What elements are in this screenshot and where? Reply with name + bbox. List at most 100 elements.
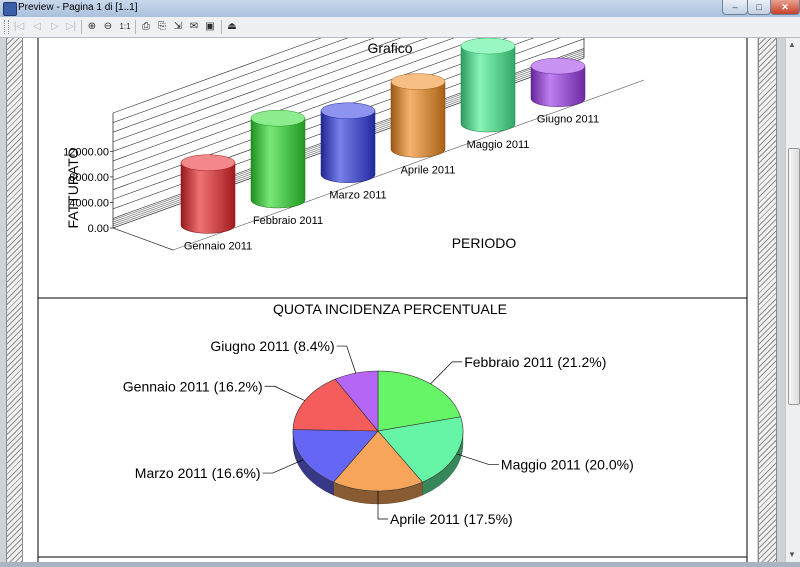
pie-slice	[292, 378, 379, 432]
grid-line	[112, 9, 585, 181]
bar-top	[530, 57, 586, 75]
next-page-button[interactable]: ▷	[48, 19, 62, 34]
first-page-icon: |◁	[13, 21, 25, 32]
right-margin-hatch	[758, 38, 777, 562]
pie-chart-title: QUOTA INCIDENZA PERCENTUALE	[273, 301, 507, 317]
pie-leader-line	[456, 453, 499, 465]
pie-slice-label: Febbraio 2011 (21.2%)	[464, 354, 606, 370]
bar-chart-ylabel: FATTURATO	[65, 147, 81, 228]
x-tick-label: Febbraio 2011	[253, 215, 323, 227]
save-icon: ▣	[205, 21, 215, 32]
x-tick-label: Marzo 2011	[329, 190, 386, 202]
pie-chart-labels: Febbraio 2011 (21.2%) Maggio 2011 (20.0%)…	[123, 338, 634, 527]
email-icon: ✉	[189, 21, 199, 32]
toolbar-grip[interactable]	[4, 20, 9, 34]
pie-slice	[334, 370, 379, 432]
previous-page-button[interactable]: ◁	[30, 19, 44, 34]
grid-line	[112, 0, 454, 123]
next-page-icon: ▷	[51, 21, 59, 32]
bar	[180, 154, 236, 234]
zoom-out-icon: ⊖	[103, 21, 113, 32]
last-page-button[interactable]: ▷|	[64, 19, 78, 34]
bar-body	[460, 45, 516, 133]
preview-area: Grafico PERIODO FATTURATO 0.00 4000.00 800…	[0, 0, 785, 562]
left-margin-hatch	[6, 38, 23, 562]
toolbar-separator	[135, 20, 136, 34]
bar-chart-xlabel: PERIODO	[452, 235, 517, 251]
scroll-down-icon[interactable]: ▼	[788, 550, 796, 559]
bar-chart-bars	[180, 37, 586, 234]
bar-body	[390, 81, 446, 158]
pie-slice-label: Gennaio 2011 (16.2%)	[123, 378, 263, 394]
pie-slice-label: Aprile 2011 (17.5%)	[390, 511, 513, 527]
email-button[interactable]: ✉	[187, 19, 201, 34]
report-page: Grafico PERIODO FATTURATO 0.00 4000.00 800…	[23, 0, 757, 562]
save-button[interactable]: ▣	[203, 19, 217, 34]
window-title: Preview - Pagina 1 di [1..1]	[18, 2, 138, 13]
zoom-in-icon: ⊕	[87, 21, 97, 32]
scroll-up-icon[interactable]: ▲	[788, 40, 796, 49]
pie-slice	[377, 370, 462, 432]
print-icon: ⎙	[142, 21, 150, 32]
print-button[interactable]: ⎙	[139, 19, 153, 34]
bar	[250, 109, 306, 209]
bar-body	[320, 110, 376, 183]
minimize-icon: –	[732, 2, 738, 12]
bar	[390, 73, 446, 158]
y-tick-label: 0.00	[88, 223, 109, 235]
x-tick-label: Maggio 2011	[467, 139, 530, 151]
bar-top	[250, 109, 306, 127]
print-setup-icon: ⎘	[158, 21, 166, 32]
bar-body	[180, 162, 236, 234]
zoom-out-button[interactable]: ⊖	[101, 19, 115, 34]
export-button[interactable]: ⇲	[171, 19, 185, 34]
bar-top	[320, 102, 376, 120]
y-tick-label: 4000.00	[69, 197, 109, 209]
pie-chart-slices	[292, 370, 464, 505]
minimize-button[interactable]: –	[722, 0, 748, 15]
toolbar: |◁ ◁ ▷ ▷| ⊕ ⊖ 1:1 ⎙ ⎘ ⇲ ✉ ▣ ⏏	[0, 17, 800, 38]
pie-leader-line	[264, 385, 305, 401]
pie-leader-line	[377, 491, 388, 520]
app-icon	[3, 2, 17, 16]
close-icon: ✕	[781, 1, 789, 12]
exit-icon: ⏏	[227, 21, 237, 32]
pie-slice-label: Marzo 2011 (16.6%)	[135, 465, 261, 481]
pie-leader-line	[430, 361, 463, 385]
grid-floor-edge	[112, 227, 174, 251]
close-button[interactable]: ✕	[770, 0, 800, 15]
vertical-scrollbar[interactable]: ▲ ▼	[785, 38, 800, 562]
toolbar-separator	[81, 20, 82, 34]
bar	[320, 102, 376, 183]
bar-chart-title: Grafico	[367, 40, 412, 56]
y-tick-label: 12000.00	[63, 146, 109, 158]
maximize-button[interactable]: □	[747, 0, 771, 15]
bar-top	[180, 154, 236, 171]
x-tick-label: Gennaio 2011	[184, 240, 252, 252]
bar	[460, 37, 516, 133]
export-icon: ⇲	[173, 21, 183, 32]
print-setup-button[interactable]: ⎘	[155, 19, 169, 34]
pie-slice-label: Maggio 2011 (20.0%)	[501, 457, 634, 473]
x-tick-label: Giugno 2011	[537, 114, 599, 126]
pie-leader-line	[262, 459, 304, 474]
actual-size-icon: 1:1	[119, 22, 131, 31]
zoom-in-button[interactable]: ⊕	[85, 19, 99, 34]
y-tick-label: 8000.00	[69, 172, 109, 184]
pie-slice	[333, 430, 423, 492]
grid-line	[112, 0, 481, 133]
first-page-button[interactable]: |◁	[12, 19, 26, 34]
toolbar-separator	[221, 20, 222, 34]
bar-chart-yticks: 0.00 4000.00 8000.00 12000.00	[63, 146, 113, 235]
report-charts: Grafico PERIODO FATTURATO 0.00 4000.00 800…	[37, 0, 748, 562]
grid-floor-edge	[172, 79, 645, 251]
pie-slice-label: Giugno 2011 (8.4%)	[210, 338, 334, 354]
x-tick-label: Aprile 2011	[401, 164, 456, 176]
exit-button[interactable]: ⏏	[225, 19, 239, 34]
previous-page-icon: ◁	[33, 21, 41, 32]
scroll-thumb[interactable]	[788, 148, 800, 405]
actual-size-button[interactable]: 1:1	[117, 19, 133, 34]
bar-body	[530, 65, 586, 107]
maximize-icon: □	[756, 2, 762, 12]
bar	[530, 57, 586, 107]
